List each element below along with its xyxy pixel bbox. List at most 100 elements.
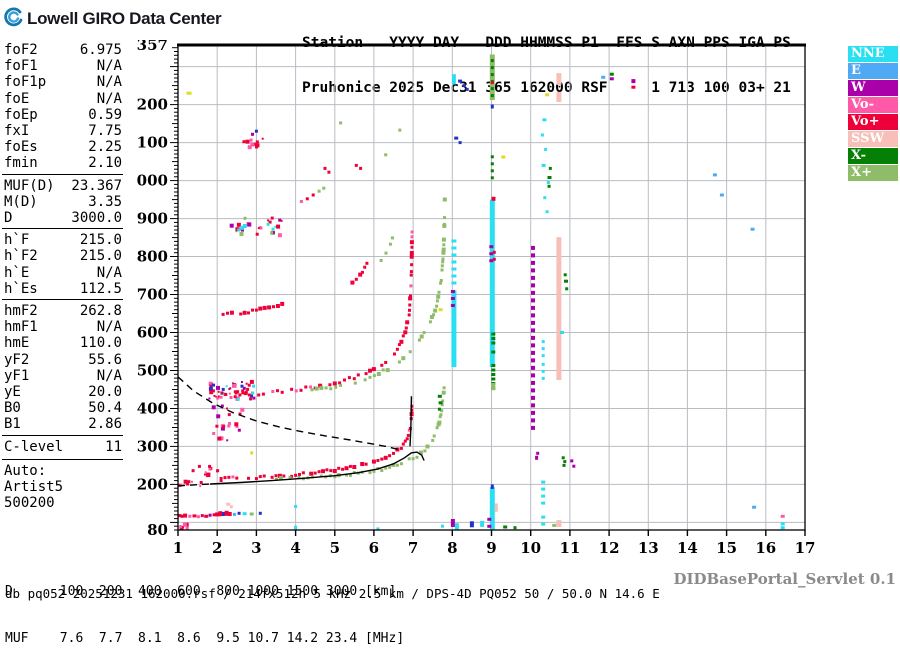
param-row-fof2: foF2 6.975 [4,42,122,58]
param-label: hmE [4,335,30,352]
param-row-hmf1: hmF1 N/A [4,319,122,335]
param-label: B1 [4,416,21,433]
param-row-fxi: fxI 7.75 [4,123,122,139]
servlet-version-label: DIDBasePortal_Servlet 0.1 [673,570,896,588]
param-row-hmf2: hmF2 262.8 [4,303,122,319]
logo-text: Lowell GIRO Data Center [27,9,222,28]
measurement-footer: db pq052 20251231 162000.rsf / 214fx512h… [5,586,660,601]
param-value: N/A [96,319,122,336]
param-label: C-level [4,438,64,455]
svg-text:12: 12 [599,539,620,557]
param-row-fof1: foF1 N/A [4,58,122,74]
legend-item-vo: Vo+ [848,114,898,130]
svg-text:9: 9 [486,539,496,557]
svg-text:10: 10 [520,539,541,557]
param-value: 7.75 [88,123,122,140]
autoscaling-info-line: Auto: [4,462,47,479]
param-label: yF1 [4,367,30,384]
param-value: 2.25 [88,139,122,156]
param-value: N/A [96,58,122,75]
svg-text:600: 600 [137,324,168,342]
param-label: D [4,210,13,227]
param-label: foEs [4,139,38,156]
param-value: 215.0 [79,232,122,249]
legend-item-vo: Vo- [848,97,898,113]
svg-text:5: 5 [330,539,340,557]
param-value: 2.10 [88,155,122,172]
param-value: N/A [96,367,122,384]
param-label: h`F2 [4,248,38,265]
param-value: 3000.0 [71,210,122,227]
svg-text:500: 500 [137,362,168,380]
legend-item-nne: NNE [848,46,898,62]
param-group-divider [2,458,123,460]
param-row-yf2: yF2 55.6 [4,352,122,368]
param-row-md: M(D) 3.35 [4,194,122,210]
param-group-divider [2,173,123,175]
param-label: hmF1 [4,319,38,336]
d-row: D 100 200 400 600 800 1000 1500 3000 [km… [5,584,397,599]
param-label: B0 [4,400,21,417]
param-row-hme: hmE 110.0 [4,335,122,351]
param-value: 3.35 [88,193,122,210]
svg-text:200: 200 [137,475,168,493]
param-label: fxI [4,123,30,140]
svg-text:1: 1 [173,539,183,557]
svg-text:16: 16 [755,539,776,557]
param-row-d: D 3000.0 [4,210,122,226]
param-group-divider [2,434,123,436]
lowell-giro-logo: Lowell GIRO Data Center [4,5,222,33]
param-value: 112.5 [79,280,122,297]
param-label: foF1p [4,74,47,91]
svg-text:14: 14 [677,539,698,557]
svg-text:900: 900 [137,210,168,228]
param-row-clevel: C-level 11 [4,439,122,455]
param-value: N/A [96,264,122,281]
param-label: fmin [4,155,38,172]
param-value: 6.975 [79,42,122,58]
param-value: 2.86 [88,416,122,433]
param-value: N/A [96,74,122,91]
svg-text:1100: 1100 [136,134,168,152]
svg-text:13: 13 [638,539,659,557]
autoscaling-info-line: 500200 [4,495,55,512]
param-value: 262.8 [79,303,122,320]
param-row-yf1: yF1 N/A [4,368,122,384]
param-row-foep: foEp 0.59 [4,107,122,123]
svg-text:11: 11 [559,539,580,557]
ionogram-canvas: 8020030040050060070080090010001100120013… [126,36,816,557]
param-value: 20.0 [88,384,122,401]
param-group-divider [2,299,123,301]
param-label: h`Es [4,280,38,297]
svg-text:1200: 1200 [136,96,168,114]
param-row-b0: B0 50.4 [4,400,122,416]
svg-text:400: 400 [137,400,168,418]
param-label: MUF(D) [4,177,55,194]
svg-text:8: 8 [447,539,457,557]
param-label: yF2 [4,351,30,368]
param-value: 23.367 [71,177,122,194]
param-row-b1: B1 2.86 [4,416,122,432]
param-row-foe: foE N/A [4,91,122,107]
svg-text:1357: 1357 [136,40,168,54]
param-label: M(D) [4,193,38,210]
param-value: 11 [105,438,122,455]
svg-text:2: 2 [212,539,222,557]
svg-text:7: 7 [408,539,418,557]
param-value: 110.0 [79,335,122,352]
param-value: 215.0 [79,248,122,265]
param-label: foF1 [4,58,38,75]
param-row-hf: h`F 215.0 [4,232,122,248]
station-header-line1: Station YYYY DAY DDD HHMMSS P1 FFS S AXN… [302,35,791,51]
param-label: foE [4,90,30,107]
legend-item-w: W [848,80,898,96]
svg-text:6: 6 [369,539,379,557]
svg-text:80: 80 [147,521,168,539]
param-label: hmF2 [4,303,38,320]
ionogram-plot: 8020030040050060070080090010001100120013… [126,36,816,560]
param-group-divider [2,228,123,230]
param-value: 55.6 [88,351,122,368]
param-row-foes: foEs 2.25 [4,139,122,155]
svg-text:17: 17 [795,539,816,557]
param-label: h`E [4,264,30,281]
